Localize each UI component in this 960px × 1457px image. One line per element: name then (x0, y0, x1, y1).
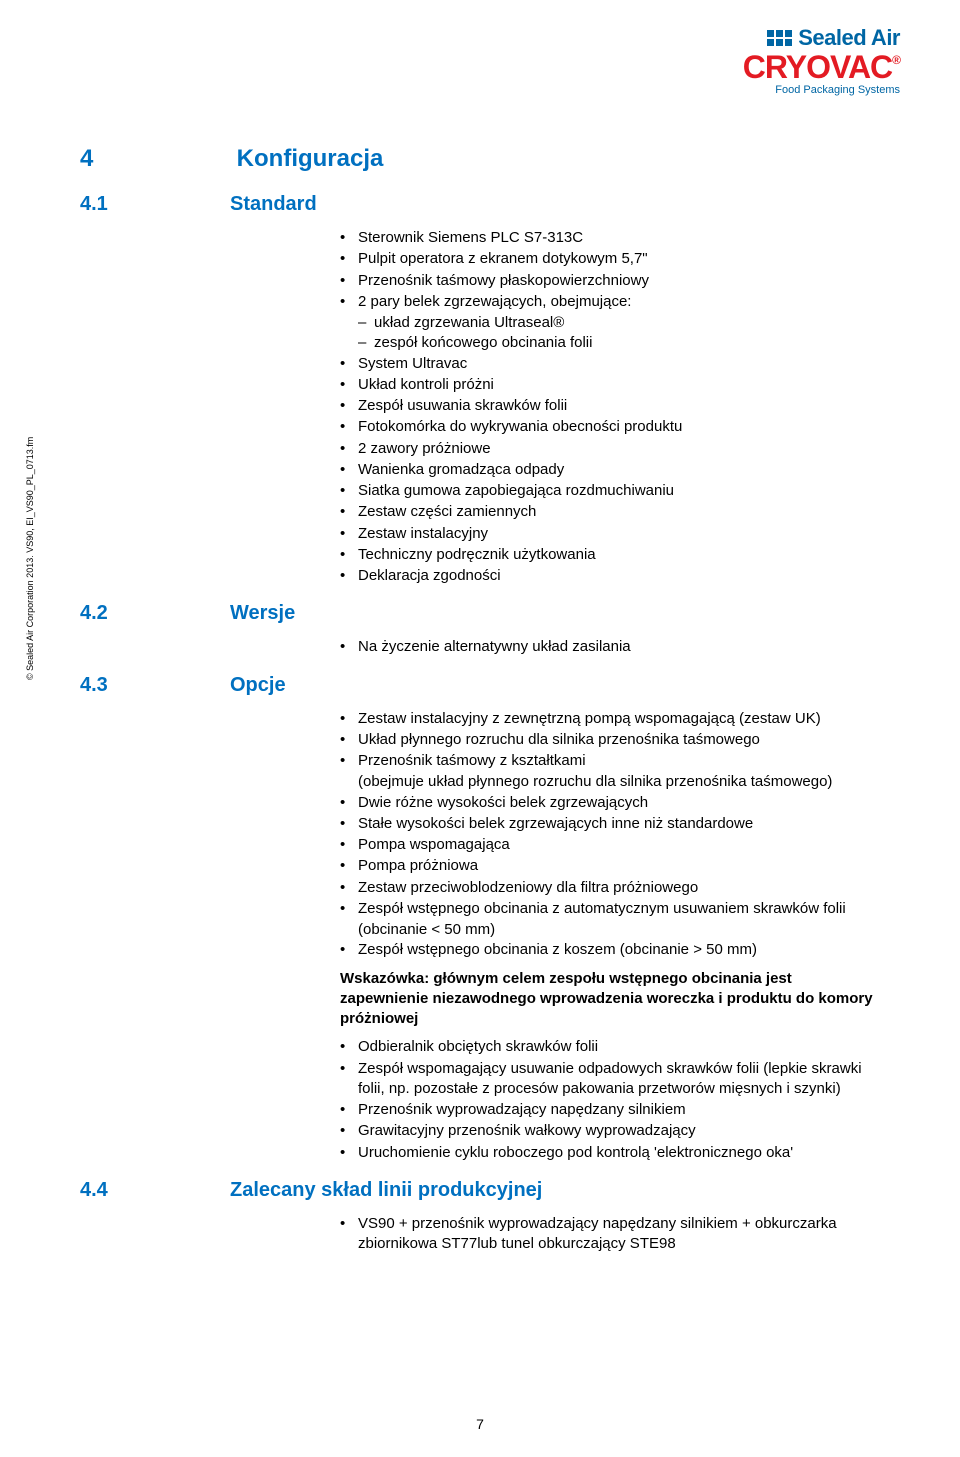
copyright-vertical: © Sealed Air Corporation 2013. VS90, EI_… (25, 437, 35, 680)
bullet-list: Zespół wstępnego obcinania z koszem (obc… (340, 940, 880, 960)
sub-title: Standard (230, 193, 317, 216)
sub-num: 4.3 (80, 674, 230, 697)
cryovac-logo: CRYOVAC® (743, 53, 900, 82)
hint-note: Wskazówka: głównym celem zespołu wstępne… (340, 969, 880, 1030)
sub-num: 4.1 (80, 193, 230, 216)
fps-tagline: Food Packaging Systems (743, 84, 900, 96)
list-item: Techniczny podręcznik użytkowania (340, 545, 880, 565)
sealedair-squares-icon (767, 30, 792, 46)
list-item: układ zgrzewania Ultraseal® (358, 313, 880, 333)
bullet-list: Na życzenie alternatywny układ zasilania (340, 637, 880, 657)
sub-title: Wersje (230, 602, 295, 625)
list-item: Zespół usuwania skrawków folii (340, 396, 880, 416)
list-item: Deklaracja zgodności (340, 566, 880, 586)
list-item: zespół końcowego obcinania folii (358, 333, 880, 353)
list-item: Zestaw instalacyjny z zewnętrzną pompą w… (340, 709, 880, 729)
bullet-list: System UltravacUkład kontroli próżniZesp… (340, 354, 880, 587)
list-item: Pompa wspomagająca (340, 835, 880, 855)
document-content: 4 Konfiguracja 4.1 Standard Sterownik Si… (80, 145, 880, 1254)
paren-note: (obcinanie < 50 mm) (340, 920, 880, 940)
list-item: Uruchomienie cyklu roboczego pod kontrol… (340, 1143, 880, 1163)
list-item: Odbieralnik obciętych skrawków folii (340, 1037, 880, 1057)
list-item: Przenośnik taśmowy z kształtkami (340, 751, 880, 771)
sealedair-logo: Sealed Air (743, 25, 900, 51)
subsection-4-4: 4.4 Zalecany skład linii produkcyjnej VS… (80, 1179, 880, 1255)
list-item: Zespół wstępnego obcinania z automatyczn… (340, 899, 880, 919)
list-item: Siatka gumowa zapobiegająca rozdmuchiwan… (340, 481, 880, 501)
paren-note: (obejmuje układ płynnego rozruchu dla si… (340, 772, 880, 792)
sub-head-4-3: 4.3 Opcje (80, 674, 880, 697)
list-item: Wanienka gromadząca odpady (340, 460, 880, 480)
list-item: Zestaw części zamiennych (340, 502, 880, 522)
brand-logo: Sealed Air CRYOVAC® Food Packaging Syste… (743, 25, 900, 96)
list-item: 2 pary belek zgrzewających, obejmujące: (340, 292, 880, 312)
section-heading: 4 Konfiguracja (80, 145, 880, 173)
sub-title: Opcje (230, 674, 286, 697)
page-number: 7 (0, 1416, 960, 1432)
list-item: Przenośnik taśmowy płaskopowierzchniowy (340, 271, 880, 291)
list-item: Zestaw instalacyjny (340, 524, 880, 544)
bullet-list: Odbieralnik obciętych skrawków foliiZesp… (340, 1037, 880, 1163)
sub-head-4-4: 4.4 Zalecany skład linii produkcyjnej (80, 1179, 880, 1202)
list-item: Układ kontroli próżni (340, 375, 880, 395)
list-item: Grawitacyjny przenośnik wałkowy wyprowad… (340, 1121, 880, 1141)
list-item: Zespół wstępnego obcinania z koszem (obc… (340, 940, 880, 960)
list-item: 2 zawory próżniowe (340, 439, 880, 459)
list-item: Pompa próżniowa (340, 856, 880, 876)
body-4-2: Na życzenie alternatywny układ zasilania (340, 637, 880, 657)
list-item: Stałe wysokości belek zgrzewających inne… (340, 814, 880, 834)
list-item: System Ultravac (340, 354, 880, 374)
list-item: Układ płynnego rozruchu dla silnika prze… (340, 730, 880, 750)
body-4-1: Sterownik Siemens PLC S7-313CPulpit oper… (340, 228, 880, 586)
list-item: Sterownik Siemens PLC S7-313C (340, 228, 880, 248)
bullet-list: VS90 + przenośnik wyprowadzający napędza… (340, 1214, 880, 1255)
subsection-4-3: 4.3 Opcje Zestaw instalacyjny z zewnętrz… (80, 674, 880, 1163)
sub-num: 4.4 (80, 1179, 230, 1202)
cryovac-text: CRYOVAC (743, 49, 892, 85)
body-4-3: Zestaw instalacyjny z zewnętrzną pompą w… (340, 709, 880, 1163)
dash-list: układ zgrzewania Ultraseal®zespół końcow… (358, 313, 880, 354)
sub-head-4-2: 4.2 Wersje (80, 602, 880, 625)
list-item: Przenośnik wyprowadzający napędzany siln… (340, 1100, 880, 1120)
list-item: Zestaw przeciwoblodzeniowy dla filtra pr… (340, 878, 880, 898)
bullet-list: Zestaw instalacyjny z zewnętrzną pompą w… (340, 709, 880, 772)
list-item: Dwie różne wysokości belek zgrzewających (340, 793, 880, 813)
subsection-4-1: 4.1 Standard Sterownik Siemens PLC S7-31… (80, 193, 880, 586)
list-item: Pulpit operatora z ekranem dotykowym 5,7… (340, 249, 880, 269)
body-4-4: VS90 + przenośnik wyprowadzający napędza… (340, 1214, 880, 1255)
sealedair-text: Sealed Air (798, 25, 900, 51)
sub-head-4-1: 4.1 Standard (80, 193, 880, 216)
bullet-list: Sterownik Siemens PLC S7-313CPulpit oper… (340, 228, 880, 312)
section-num: 4 (80, 145, 230, 173)
list-item: Na życzenie alternatywny układ zasilania (340, 637, 880, 657)
section-title: Konfiguracja (237, 145, 384, 172)
list-item: VS90 + przenośnik wyprowadzający napędza… (340, 1214, 880, 1255)
sub-title: Zalecany skład linii produkcyjnej (230, 1179, 542, 1202)
bullet-list: Dwie różne wysokości belek zgrzewających… (340, 793, 880, 920)
list-item: Fotokomórka do wykrywania obecności prod… (340, 417, 880, 437)
list-item: Zespół wspomagający usuwanie odpadowych … (340, 1059, 880, 1100)
sub-num: 4.2 (80, 602, 230, 625)
subsection-4-2: 4.2 Wersje Na życzenie alternatywny ukła… (80, 602, 880, 657)
